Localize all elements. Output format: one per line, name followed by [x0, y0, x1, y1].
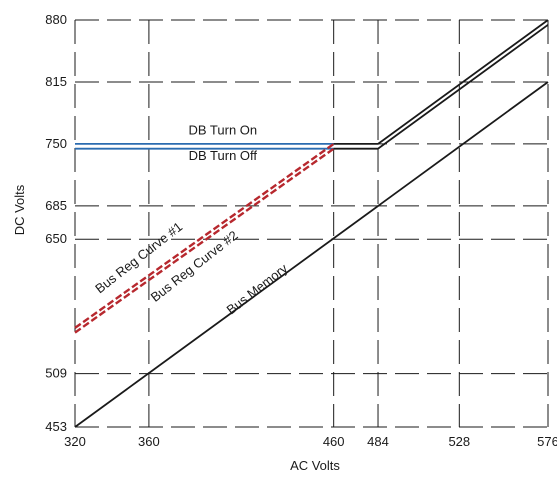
series-layer	[74, 19, 549, 428]
annotation-label: DB Turn On	[188, 122, 257, 137]
x-tick-label: 576	[537, 434, 557, 449]
y-tick-label: 880	[45, 12, 67, 27]
x-tick-label: 360	[138, 434, 160, 449]
bus-memory-line	[74, 81, 549, 428]
bus-reg-curve-1-line	[74, 142, 335, 329]
y-tick-label: 650	[45, 231, 67, 246]
y-tick-label: 509	[45, 366, 67, 381]
x-tick-label: 528	[448, 434, 470, 449]
grid-layer	[74, 19, 549, 428]
x-axis-title: AC Volts	[290, 458, 340, 473]
annotation-label: DB Turn Off	[189, 148, 258, 163]
y-tick-label: 685	[45, 198, 67, 213]
series-4-line	[333, 19, 549, 145]
x-tick-label: 320	[64, 434, 86, 449]
bus-reg-curve-2-line	[74, 147, 335, 334]
y-axis-title: DC Volts	[12, 184, 27, 235]
y-tick-label: 815	[45, 74, 67, 89]
x-tick-label: 484	[367, 434, 389, 449]
x-tick-label: 460	[323, 434, 345, 449]
tick-layer: 320 360 460 484 528 576 453 509 650 685 750 815 880	[45, 12, 557, 449]
y-tick-label: 453	[45, 419, 67, 434]
series-5-line	[333, 24, 549, 150]
annotation-label: Bus Memory	[224, 260, 291, 317]
y-tick-label: 750	[45, 136, 67, 151]
